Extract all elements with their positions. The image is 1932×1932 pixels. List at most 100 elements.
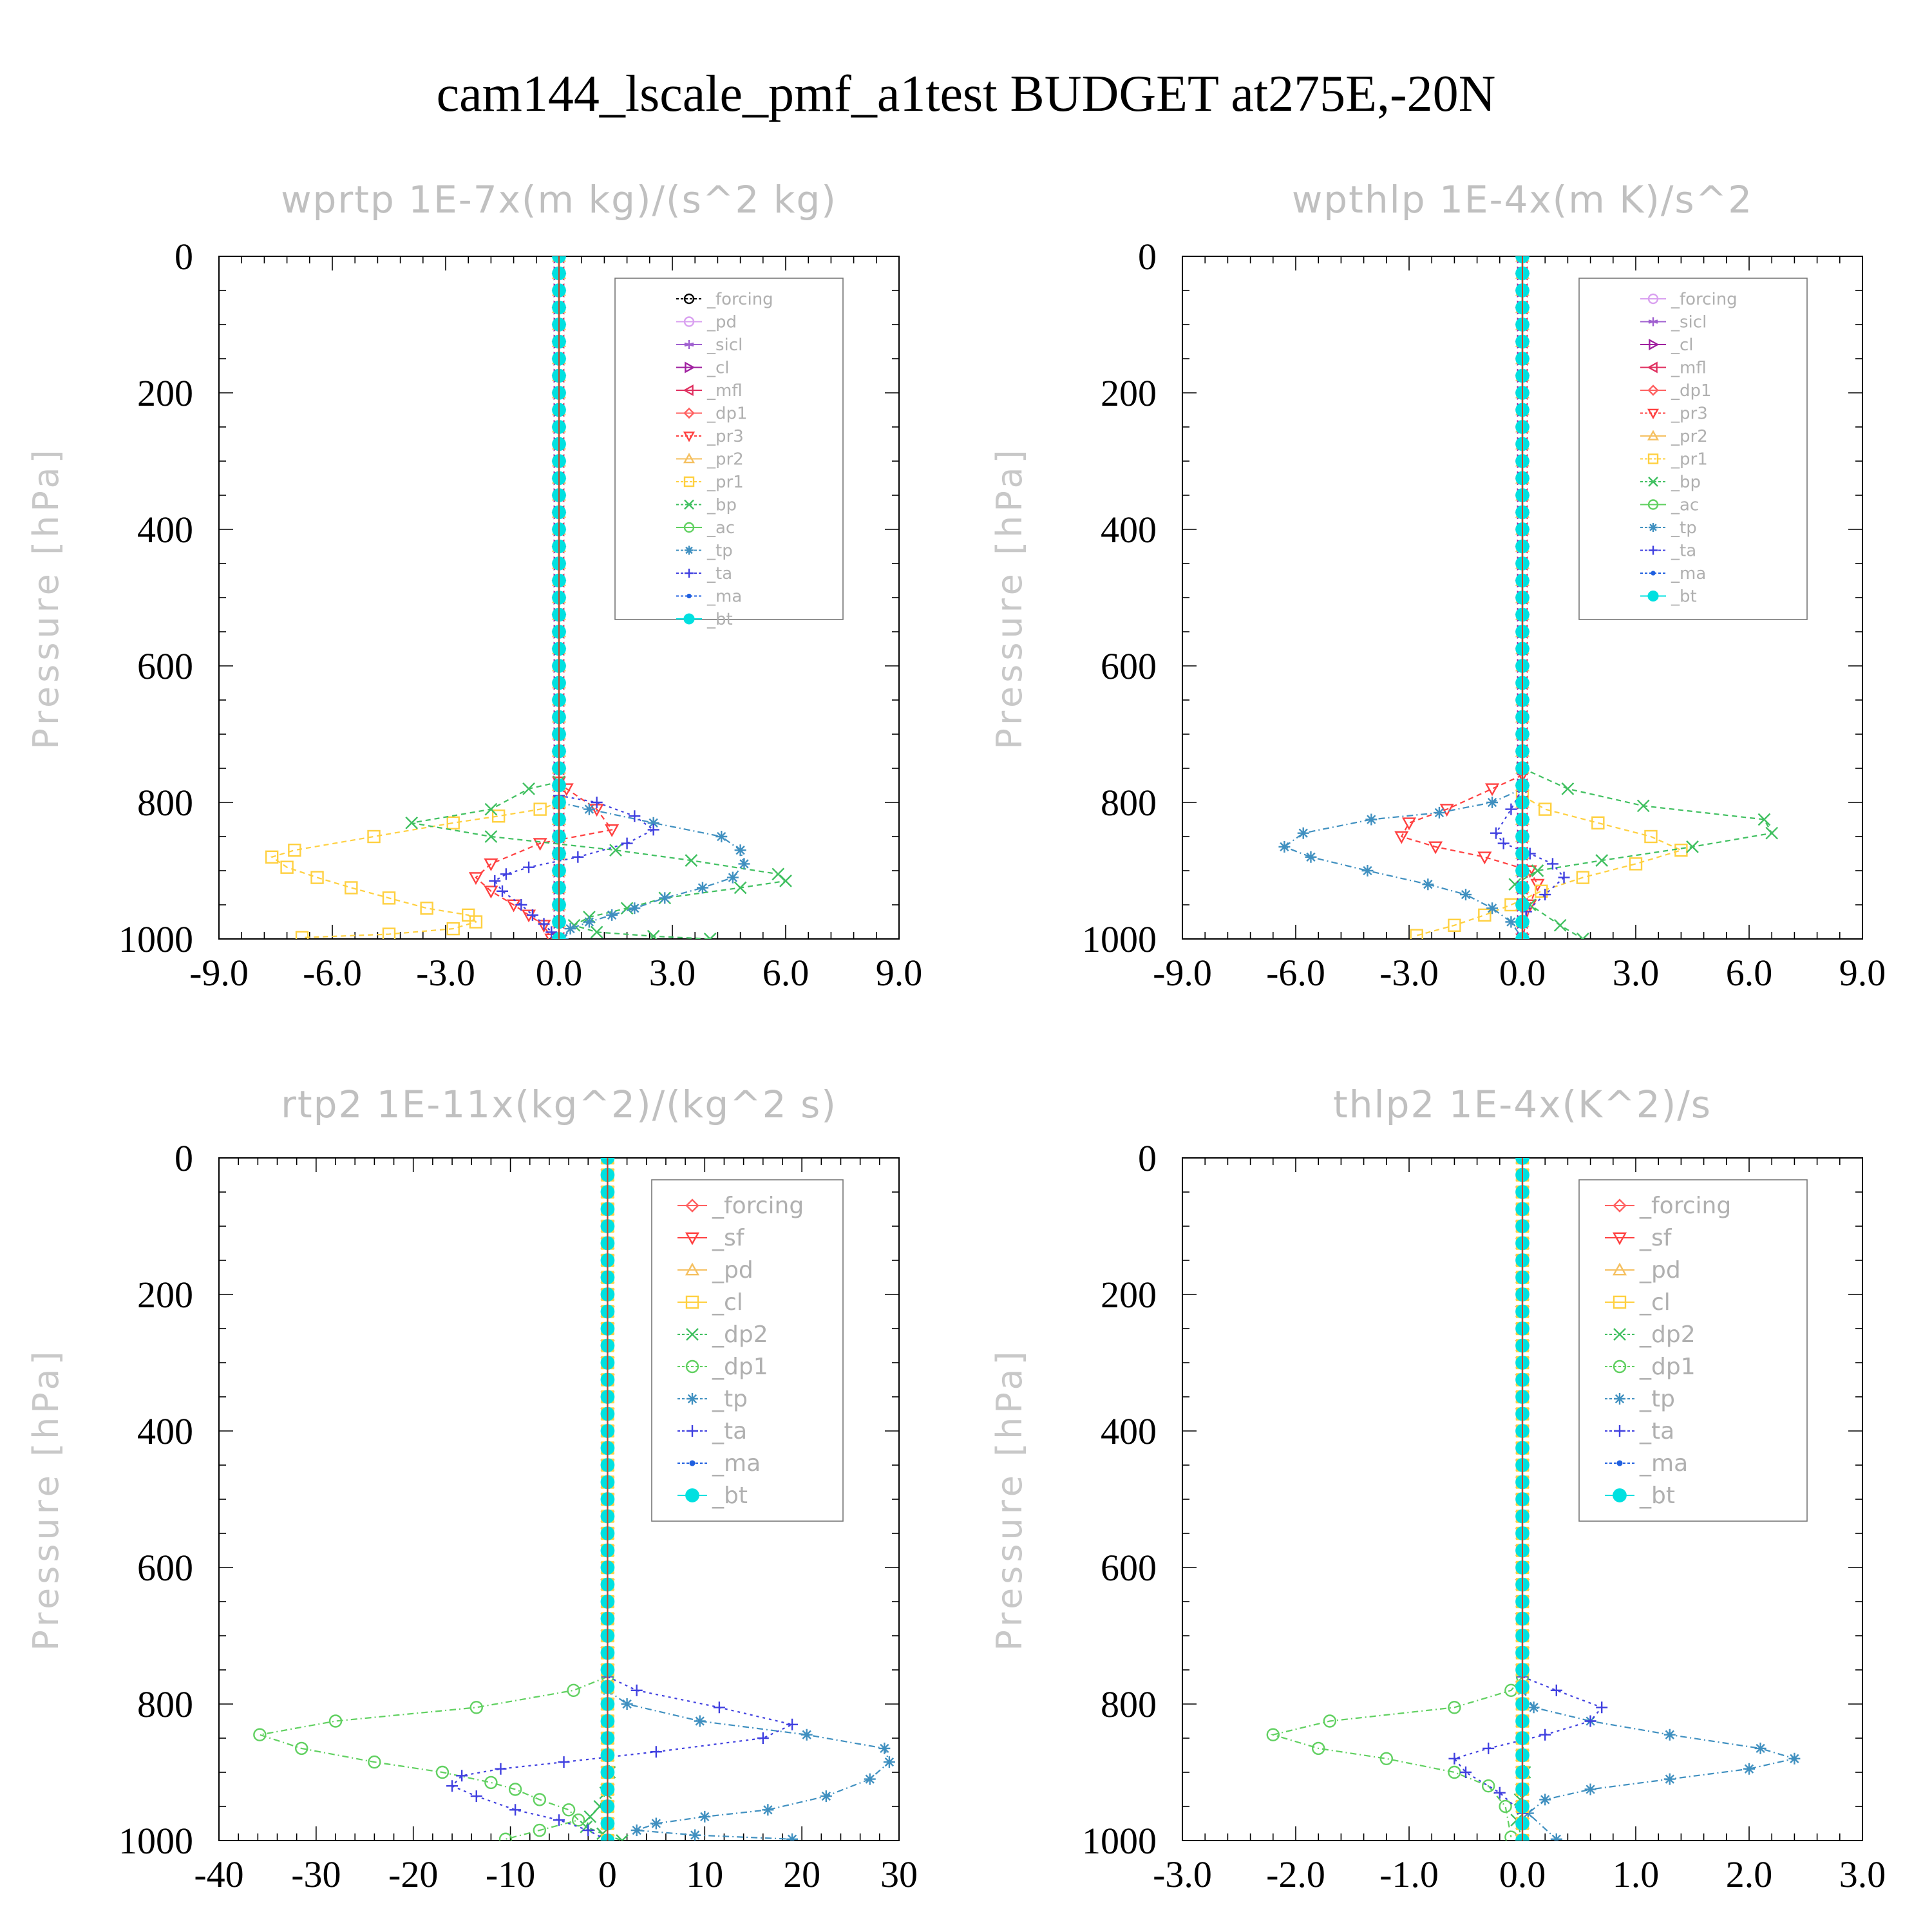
marker-tp-3: [800, 1728, 813, 1741]
marker-pr1-11: [420, 902, 433, 915]
panel-title: wprtp 1E-7x(m kg)/(s^2 kg): [281, 178, 837, 222]
marker-legend-_forcing: [1647, 293, 1659, 305]
marker-tp-3: [1365, 813, 1378, 826]
marker-ta-12: [538, 918, 550, 930]
marker-ta-2: [1596, 1701, 1608, 1714]
marker-legend-_dp1: [1647, 384, 1659, 396]
marker-pr3-4: [533, 838, 547, 851]
marker-dp1-4: [253, 1728, 267, 1741]
marker-tp-11: [1550, 1833, 1562, 1841]
legend-label: _dp2: [1639, 1321, 1696, 1348]
legend-label: _ta: [1639, 1418, 1674, 1444]
legend: _forcing _pd _sicl _cl _mfl _dp1 _pr3 _pr2 _pr1 _…: [614, 278, 844, 629]
legend-item-dp2: _dp2: [1605, 1321, 1696, 1348]
x-tick-label: 10: [686, 1853, 723, 1895]
marker-legend-_bt: [685, 1488, 699, 1502]
x-tick-label: -3.0: [416, 952, 475, 994]
marker-ta-7: [1460, 1766, 1472, 1778]
marker-legend-_pd: [685, 1262, 700, 1276]
marker-legend-_ac: [1647, 499, 1659, 510]
legend-label: _tp: [706, 542, 733, 561]
legend-label: _sicl: [706, 336, 743, 355]
x-tick-label: 2.0: [1726, 1853, 1773, 1895]
marker-ta-11: [526, 909, 538, 921]
marker-ta-5: [650, 1746, 662, 1758]
marker-ta-2: [1490, 827, 1502, 839]
marker-pr1-12: [462, 908, 475, 922]
marker-pr1-15: [382, 927, 396, 939]
legend-label: _ac: [706, 518, 735, 538]
marker-ta-5: [1482, 1742, 1495, 1754]
legend-label: _mfl: [706, 381, 743, 401]
legend-label: _ta: [712, 1418, 747, 1444]
legend-box: [1578, 278, 1808, 620]
marker-ta-1: [1505, 803, 1517, 815]
marker-ta-8: [489, 875, 501, 887]
marker-tp-5: [1788, 1752, 1801, 1765]
x-tick-label: -6.0: [303, 952, 362, 994]
marker-ta-1: [1550, 1684, 1562, 1696]
marker-dp1-8: [484, 1776, 498, 1790]
marker-bp-6: [1595, 854, 1609, 867]
marker-bp-3: [405, 816, 419, 829]
y-tick-label: 600: [137, 1547, 193, 1589]
marker-dp1-8: [1481, 1779, 1495, 1793]
marker-pr1-5: [288, 843, 301, 857]
marker-tp-7: [1663, 1773, 1676, 1785]
marker-dp1-2: [1448, 1701, 1461, 1714]
marker-legend-_ma: [689, 1460, 696, 1466]
y-tick-label: 800: [137, 1683, 193, 1725]
marker-tp-7: [820, 1790, 832, 1803]
legend-box: [614, 278, 844, 620]
marker-pr1-1: [1538, 802, 1552, 816]
marker-pr1-16: [295, 931, 309, 939]
marker-ta-1: [630, 1684, 643, 1696]
marker-legend-_tp: [687, 1393, 698, 1405]
marker-legend-_ma: [687, 593, 692, 599]
marker-legend-_pr2: [1647, 430, 1660, 440]
y-tick-label: 1000: [118, 1820, 193, 1862]
marker-tp-4: [1754, 1742, 1766, 1754]
series-line-pr1: [270, 801, 560, 938]
legend-label: _bt: [706, 610, 733, 629]
marker-tp-11: [583, 916, 595, 928]
legend-label: _forcing: [706, 290, 773, 309]
x-tick-label: -2.0: [1266, 1853, 1325, 1895]
marker-pr3-6: [1477, 851, 1492, 865]
marker-legend-_cl: [1613, 1295, 1627, 1309]
marker-pr1-13: [469, 915, 483, 929]
marker-legend-_cl: [685, 361, 696, 374]
marker-tp-9: [1539, 1794, 1551, 1806]
series-pr1: [1410, 789, 1688, 939]
legend-item-sf: _sf: [677, 1225, 745, 1251]
marker-bp-1: [522, 782, 535, 795]
x-tick-label: 9.0: [876, 952, 923, 994]
marker-bp-16: [703, 933, 717, 939]
legend-item-pr3: _pr3: [676, 427, 744, 446]
series-tp: [601, 1684, 895, 1841]
marker-bp-2: [1636, 799, 1650, 813]
marker-ta-7: [495, 1763, 507, 1775]
marker-tp-13: [786, 1833, 799, 1841]
legend-item-ta: _ta: [676, 564, 732, 583]
marker-bp-14: [590, 925, 603, 939]
plot-area: [1278, 256, 1779, 939]
legend-label: _dp1: [1639, 1354, 1696, 1380]
marker-pr1-10: [1448, 918, 1461, 933]
legend-label: _bp: [1671, 473, 1701, 492]
legend-label: _ta: [706, 564, 732, 583]
legend-label: _sf: [1639, 1225, 1672, 1251]
series-ta: [1490, 782, 1570, 939]
marker-ta-4: [1539, 1728, 1551, 1741]
marker-legend-_sicl: [1648, 317, 1658, 327]
legend-item-forcing: _forcing: [1605, 1193, 1731, 1219]
marker-tp-1: [583, 803, 595, 815]
marker-legend-_bp: [684, 499, 694, 510]
marker-ta-13: [545, 926, 558, 938]
series-line-bp: [1513, 767, 1773, 939]
legend-label: _tp: [1639, 1386, 1675, 1412]
legend-item-bt: _bt: [1605, 1482, 1675, 1509]
marker-pr1-5: [1629, 857, 1643, 871]
marker-pr1-3: [446, 816, 460, 830]
marker-legend-_ac: [683, 522, 695, 533]
